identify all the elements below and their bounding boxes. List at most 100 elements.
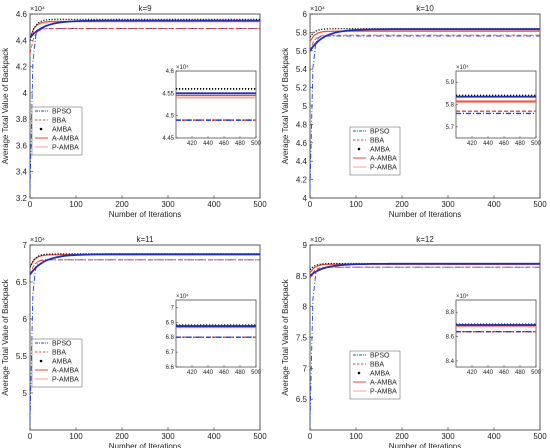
series-line-top-curve xyxy=(310,262,540,277)
legend: BPSO BBA AMBA A-AMBA P-AMBA xyxy=(31,338,83,388)
inset-x-tick-label: 500 xyxy=(531,141,542,147)
series-line-top-curve xyxy=(30,19,260,39)
inset-y-tick-label: 8.8 xyxy=(446,310,455,316)
y-exponent-label: ×10⁴ xyxy=(30,237,45,244)
y-tick-label: 6.5 xyxy=(16,278,28,287)
inset-exponent-label: ×10⁴ xyxy=(176,293,189,300)
y-tick-label: 7 xyxy=(23,241,28,250)
inset-y-tick-label: 6.9 xyxy=(166,320,175,326)
x-axis-label: Number of Iterations xyxy=(109,442,181,448)
chart-panel-2: k=10 ×10⁴ 0 100 200 300 400 500 4 4.2 4.4 4.6 4.8 5 5.… xyxy=(281,4,547,219)
y-tick-label: 5 xyxy=(23,389,28,398)
series-line-bba xyxy=(310,266,540,280)
legend-label: BBA xyxy=(52,350,66,357)
x-tick-label: 200 xyxy=(395,432,409,441)
inset-x-tick-label: 460 xyxy=(219,370,230,376)
inset-x-tick-label: 420 xyxy=(187,370,198,376)
series-group xyxy=(310,28,540,189)
legend-label: BBA xyxy=(52,118,66,125)
legend-marker xyxy=(357,147,361,151)
legend: BPSO BBA AMBA A-AMBA P-AMBA xyxy=(31,106,83,156)
x-tick-label: 400 xyxy=(487,200,501,209)
y-tick-label: 4.2 xyxy=(296,176,308,185)
y-tick-label: 4.6 xyxy=(296,139,308,148)
y-tick-label: 5.6 xyxy=(296,47,308,56)
inset-plot: ×10⁴ 420 440 460 480 500 6.6 6.7 6.8 6.9 7 xyxy=(166,293,262,376)
y-tick-label: 4 xyxy=(23,89,28,98)
inset-plot-area xyxy=(175,299,257,368)
inset-x-tick-label: 500 xyxy=(531,370,542,376)
inset-exponent-label: ×10⁴ xyxy=(456,293,469,300)
x-tick-label: 500 xyxy=(253,200,267,209)
inset-x-tick-label: 440 xyxy=(203,141,214,147)
y-tick-label: 5.2 xyxy=(296,84,308,93)
legend-label: P-AMBA xyxy=(370,165,397,172)
inset-x-tick-label: 440 xyxy=(203,370,214,376)
y-tick-label: 7.5 xyxy=(296,334,308,343)
inset-x-tick-label: 480 xyxy=(235,370,246,376)
y-tick-label: 7 xyxy=(303,364,308,373)
legend-label: BPSO xyxy=(370,129,390,136)
x-tick-label: 300 xyxy=(441,200,455,209)
series-line-bba xyxy=(310,34,540,51)
inset-series-group xyxy=(456,94,536,115)
legend-label: A-AMBA xyxy=(370,156,397,163)
y-tick-label: 8.5 xyxy=(296,272,308,281)
series-line-bpso xyxy=(310,35,540,189)
legend-marker xyxy=(39,127,43,131)
y-tick-label: 5.5 xyxy=(16,352,28,361)
inset-y-tick-label: 6.7 xyxy=(166,350,175,356)
inset-series-group xyxy=(456,323,536,333)
y-tick-label: 4.4 xyxy=(16,36,28,45)
legend-label: AMBA xyxy=(370,147,390,154)
inset-y-tick-label: 4.6 xyxy=(166,69,175,75)
x-tick-label: 0 xyxy=(28,432,33,441)
inset-series-group xyxy=(176,87,256,121)
y-tick-label: 5 xyxy=(303,102,308,111)
inset-x-tick-label: 460 xyxy=(499,141,510,147)
x-tick-label: 400 xyxy=(207,200,221,209)
y-axis-label: Average Total Value of Backpack xyxy=(281,278,290,396)
series-line-top-curve xyxy=(310,28,540,52)
x-tick-label: 100 xyxy=(69,200,83,209)
y-axis-label: Average Total Value of Backpack xyxy=(281,47,290,165)
x-tick-label: 400 xyxy=(207,432,221,441)
inset-series-group xyxy=(176,324,256,338)
y-tick-label: 4.4 xyxy=(296,157,308,166)
inset-x-tick-label: 420 xyxy=(467,370,478,376)
series-group xyxy=(310,262,540,421)
y-tick-label: 3.6 xyxy=(16,141,28,150)
legend: BPSO BBA AMBA A-AMBA P-AMBA xyxy=(349,126,401,176)
y-exponent-label: ×10⁴ xyxy=(310,237,325,244)
y-tick-label: 4 xyxy=(303,194,308,203)
inset-y-tick-label: 5.7 xyxy=(446,125,455,131)
y-tick-label: 4.6 xyxy=(16,10,28,19)
inset-x-tick-label: 420 xyxy=(467,141,478,147)
legend-label: BBA xyxy=(370,362,384,369)
y-tick-label: 8 xyxy=(303,303,308,312)
inset-x-tick-label: 460 xyxy=(219,141,230,147)
y-tick-label: 9 xyxy=(303,241,308,250)
x-tick-label: 200 xyxy=(395,200,409,209)
inset-y-tick-label: 6.8 xyxy=(166,335,175,341)
legend-label: P-AMBA xyxy=(52,145,79,152)
inset-x-tick-label: 440 xyxy=(483,370,494,376)
inset-plot: ×10⁴ 420 440 460 480 500 4.45 4.5 4.55 4.6 xyxy=(162,64,261,147)
legend-label: BPSO xyxy=(52,109,72,116)
y-tick-label: 4.2 xyxy=(16,63,28,72)
y-axis-label: Average Total Value of Backpack xyxy=(1,47,10,165)
inset-x-tick-label: 480 xyxy=(515,370,526,376)
chart-panel-4: k=12 ×10⁴ 0 100 200 300 400 500 6.5 7 7.5 8 8.5 9 Numb… xyxy=(281,235,547,448)
x-tick-label: 200 xyxy=(115,200,129,209)
inset-y-tick-label: 5.9 xyxy=(446,80,455,86)
series-line-amba xyxy=(30,18,260,41)
inset-y-tick-label: 8.4 xyxy=(446,359,455,365)
chart-panel-1: k=9 ×10⁴ 0 100 200 300 400 500 3.2 3.4 3.6 3.8 4 4.2 4… xyxy=(1,4,267,219)
series-line-bba xyxy=(30,259,260,275)
inset-x-tick-label: 500 xyxy=(251,370,262,376)
inset-exponent-label: ×10⁴ xyxy=(456,64,469,71)
legend-marker xyxy=(39,359,43,363)
y-tick-label: 3.2 xyxy=(16,194,28,203)
legend-label: BPSO xyxy=(52,341,72,348)
inset-plot: ×10⁴ 420 440 460 480 500 8.4 8.6 8.8 xyxy=(446,293,542,376)
